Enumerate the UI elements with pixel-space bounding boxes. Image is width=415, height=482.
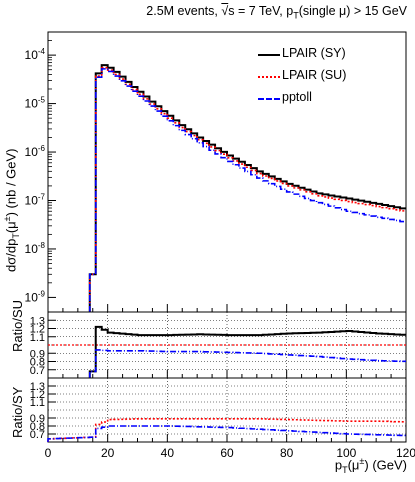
y-tick-label: 1.2 — [30, 324, 45, 336]
y-tick-label: 1.2 — [30, 389, 45, 401]
legend-item-pptoll: pptoll — [258, 90, 408, 112]
y-tick-label: 1.3 — [30, 315, 45, 327]
legend-swatch — [258, 98, 280, 100]
y-tick-label: 0.9 — [30, 413, 45, 425]
y-tick-label: 0.7 — [30, 365, 45, 377]
x-tick-label: 80 — [280, 446, 294, 460]
y-tick-label: 10-8 — [25, 241, 46, 256]
legend-swatch — [258, 76, 280, 78]
y-tick-label: 10-4 — [25, 47, 46, 62]
series-line-pptoll — [47, 425, 406, 442]
y-tick-label: 0.7 — [30, 429, 45, 441]
y-tick-label: 10-6 — [25, 144, 46, 159]
y-tick-label: 10-7 — [25, 192, 46, 207]
y-axis-label: dσ/dpT(μ±) (nb / GeV) — [2, 148, 21, 272]
legend-item-lpair-sy: LPAIR (SY) — [258, 46, 408, 68]
x-axis-label: pT(μ±) (GeV) — [334, 456, 407, 475]
y-tick-label: 10-9 — [25, 289, 46, 304]
ratio-sy-panel: 0.70.80.9 1.11.21.3 0 20 40 60 80 100 120 — [30, 377, 415, 460]
ratio-su-panel: 0.70.80.9 1.11.21.3 — [30, 311, 407, 379]
series-line-lpair-su- — [88, 66, 406, 312]
y-tick-label: 1.3 — [30, 381, 45, 393]
y-tick-label: 10-5 — [25, 96, 46, 111]
legend-swatch — [258, 54, 280, 56]
legend-item-lpair-su: LPAIR (SU) — [258, 68, 408, 90]
x-tick-label: 100 — [336, 446, 356, 460]
y-tick-label: 0.9 — [30, 348, 45, 360]
legend-label: pptoll — [282, 90, 312, 104]
x-tick-label: 20 — [101, 446, 115, 460]
legend-label: LPAIR (SY) — [282, 46, 346, 60]
y-tick-label: 1.1 — [30, 332, 45, 344]
y-tick-label: 1.1 — [30, 397, 45, 409]
y-tick-label: 0.8 — [30, 421, 45, 433]
x-tick-label: 120 — [396, 446, 415, 460]
series-line-pptoll — [88, 68, 406, 312]
main-panel: 10-9 10-8 10-7 10-6 10-5 10-4 — [25, 31, 407, 313]
series-line-lpair-sy- — [88, 325, 406, 378]
x-tick-label: 0 — [45, 446, 52, 460]
chart-title: 2.5M events, √s = 7 TeV, pT(single μ) > … — [146, 4, 407, 21]
x-tick-label: 40 — [161, 446, 175, 460]
x-tick-label: 60 — [220, 446, 234, 460]
ratio-sy-axis-label: Ratio/SY — [10, 386, 25, 438]
ratio-su-axis-label: Ratio/SU — [10, 299, 25, 352]
y-tick-label: 0.8 — [30, 357, 45, 369]
series-line-pptoll — [88, 349, 406, 378]
legend: LPAIR (SY) LPAIR (SU) pptoll — [258, 46, 408, 112]
legend-label: LPAIR (SU) — [282, 68, 347, 82]
